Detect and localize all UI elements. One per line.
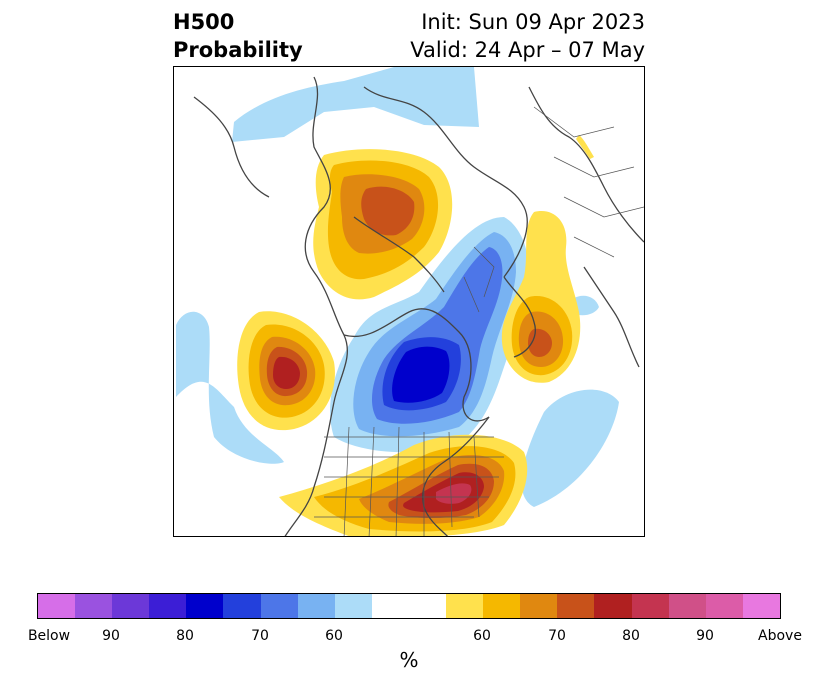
map-canvas <box>176 67 644 536</box>
colorbar-segment <box>705 594 743 618</box>
colorbar-segment <box>446 594 484 618</box>
probability-map <box>173 66 645 537</box>
colorbar-segment <box>223 594 261 618</box>
colorbar-tick-label: 80 <box>176 628 194 644</box>
colorbar-tick-label: Above <box>758 628 802 644</box>
coastlines <box>193 76 644 536</box>
valid-period: Init: Sun 09 Apr 2023 Valid: 24 Apr – 07… <box>410 8 645 64</box>
map-title: H500 Probability <box>173 8 303 64</box>
colorbar-segment <box>631 594 669 618</box>
colorbar-segment <box>520 594 558 618</box>
colorbar-segment <box>334 594 372 618</box>
colorbar-segment <box>260 594 298 618</box>
colorbar-tick-label: 60 <box>473 628 491 644</box>
colorbar-segment <box>112 594 150 618</box>
colorbar-tick-label: 90 <box>696 628 714 644</box>
colorbar-segment <box>557 594 595 618</box>
below-normal-core <box>353 232 516 437</box>
colorbar-tick-label: Below <box>27 628 71 644</box>
title-line-1: H500 <box>173 10 235 34</box>
colorbar-unit: % <box>399 648 419 672</box>
colorbar-segment <box>186 594 224 618</box>
colorbar <box>37 593 781 619</box>
colorbar-segment <box>297 594 335 618</box>
colorbar-segment <box>742 594 780 618</box>
title-line-2: Probability <box>173 38 303 62</box>
colorbar-segment <box>594 594 632 618</box>
colorbar-segment <box>149 594 187 618</box>
colorbar-tick-label: 70 <box>548 628 566 644</box>
valid-range: Valid: 24 Apr – 07 May <box>410 38 645 62</box>
above-normal-bering <box>313 149 453 300</box>
above-normal-pacific <box>237 311 335 431</box>
colorbar-segment <box>668 594 706 618</box>
above-normal-atlantic <box>501 135 594 383</box>
colorbar-segment <box>483 594 521 618</box>
colorbar-tick-label: 60 <box>325 628 343 644</box>
colorbar-tick-label: 80 <box>622 628 640 644</box>
init-date: Init: Sun 09 Apr 2023 <box>421 10 645 34</box>
colorbar-segment <box>371 594 447 618</box>
colorbar-tick-label: 90 <box>102 628 120 644</box>
colorbar-segment <box>38 594 76 618</box>
colorbar-tick-label: 70 <box>251 628 269 644</box>
state-borders <box>314 106 644 536</box>
colorbar-segment <box>75 594 113 618</box>
